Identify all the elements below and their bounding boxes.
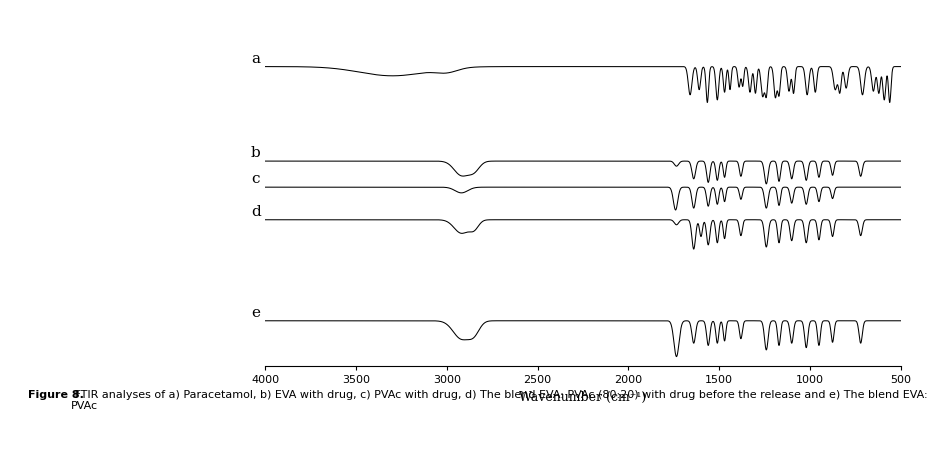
Text: e: e (251, 306, 260, 320)
Text: FTIR analyses of a) Paracetamol, b) EVA with drug, c) PVAc with drug, d) The ble: FTIR analyses of a) Paracetamol, b) EVA … (71, 390, 927, 411)
Text: d: d (251, 205, 261, 219)
Text: Figure 8.: Figure 8. (28, 390, 84, 399)
Text: c: c (251, 172, 260, 186)
Text: b: b (251, 146, 261, 160)
Text: a: a (251, 52, 260, 66)
X-axis label: Wavenumber (cm⁻¹): Wavenumber (cm⁻¹) (520, 391, 647, 404)
